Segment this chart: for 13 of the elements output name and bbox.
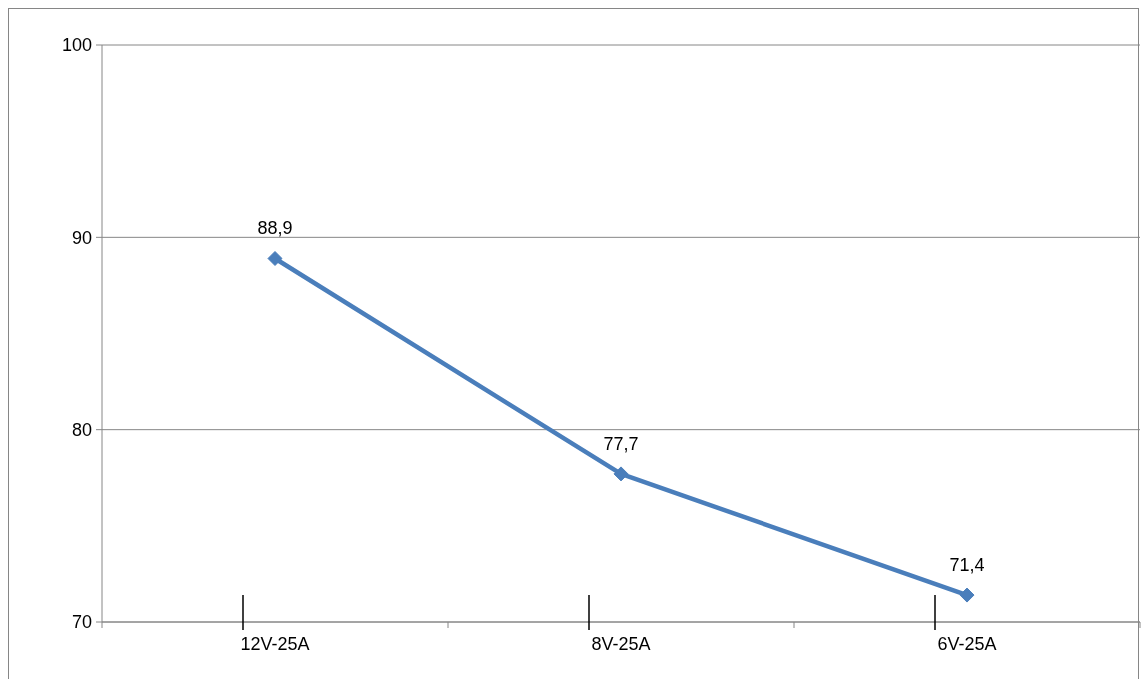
x-tick-label: 6V-25A bbox=[937, 634, 997, 654]
y-tick-label: 90 bbox=[71, 227, 92, 248]
point bbox=[959, 587, 975, 603]
point bbox=[267, 250, 283, 266]
x-tick-label: 12V-25A bbox=[240, 634, 310, 654]
y-tick-label: 100 bbox=[61, 35, 92, 56]
y-tick-label: 80 bbox=[71, 419, 92, 440]
text: 77,7 bbox=[603, 433, 639, 454]
x-tick-label: 8V-25A bbox=[591, 634, 651, 654]
text: 88,9 bbox=[257, 218, 293, 239]
point bbox=[613, 466, 629, 482]
y-tick-label: 70 bbox=[71, 612, 92, 633]
text: 71,4 bbox=[949, 555, 985, 576]
